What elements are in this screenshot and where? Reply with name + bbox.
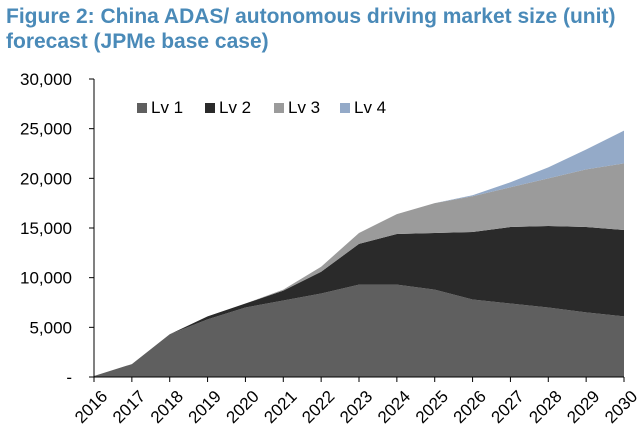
x-tick-label: 2028 — [525, 387, 565, 427]
x-tick-label: 2030 — [601, 387, 640, 427]
x-tick-label: 2021 — [260, 387, 300, 427]
legend-swatch-lv-3 — [274, 103, 284, 113]
y-axis-ticks: - 5,000 10,000 15,000 20,000 25,000 30,000 — [20, 70, 94, 387]
x-tick-label: 2029 — [563, 387, 603, 427]
legend-label-lv-2: Lv 2 — [219, 98, 251, 117]
chart-title-line-1: Figure 2: China ADAS/ autonomous driving… — [6, 5, 616, 28]
chart-title-line-2: forecast (JPMe base case) — [6, 30, 269, 53]
x-tick-label: 2027 — [488, 387, 528, 427]
area-lv-1 — [94, 284, 624, 377]
y-tick-label: 5,000 — [29, 318, 72, 337]
legend-swatch-lv-4 — [340, 103, 350, 113]
chart-title: Figure 2: China ADAS/ autonomous driving… — [6, 4, 636, 54]
y-tick-label: 30,000 — [20, 70, 72, 89]
x-tick-label: 2019 — [185, 387, 225, 427]
y-tick-label: 20,000 — [20, 169, 72, 188]
area-lv-3 — [94, 163, 624, 377]
x-tick-label: 2018 — [147, 387, 187, 427]
x-tick-label: 2023 — [336, 387, 376, 427]
y-tick-label: 10,000 — [20, 269, 72, 288]
x-tick-label: 2026 — [450, 387, 490, 427]
legend-label-lv-4: Lv 4 — [354, 98, 386, 117]
legend-label-lv-3: Lv 3 — [288, 98, 320, 117]
x-tick-label: 2016 — [71, 387, 111, 427]
x-axis-ticks: 2016201720182019202020212022202320242025… — [71, 377, 640, 427]
series-areas — [94, 130, 624, 377]
x-tick-label: 2020 — [223, 387, 263, 427]
y-tick-label: 25,000 — [20, 120, 72, 139]
legend: Lv 1 Lv 2 Lv 3 Lv 4 — [137, 98, 386, 117]
y-tick-label: - — [66, 368, 72, 387]
legend-swatch-lv-2 — [205, 103, 215, 113]
x-tick-label: 2017 — [109, 387, 149, 427]
x-tick-label: 2022 — [298, 387, 338, 427]
x-tick-label: 2025 — [412, 387, 452, 427]
legend-swatch-lv-1 — [137, 103, 147, 113]
legend-label-lv-1: Lv 1 — [151, 98, 183, 117]
area-lv-2 — [94, 226, 624, 377]
x-tick-label: 2024 — [374, 387, 414, 427]
y-tick-label: 15,000 — [20, 219, 72, 238]
